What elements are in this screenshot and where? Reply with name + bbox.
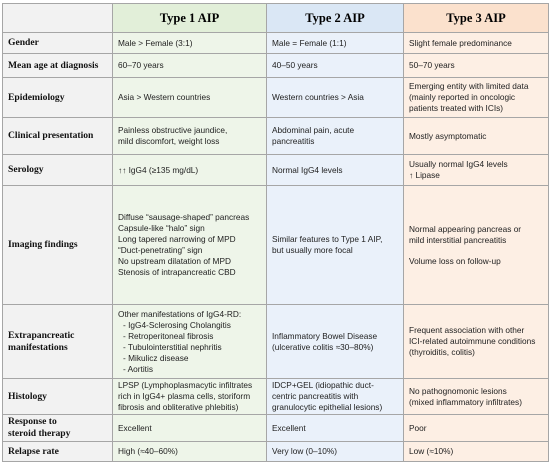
table-cell: Asia > Western countries: [112, 77, 267, 118]
cell-line: steroid therapy: [8, 428, 71, 439]
cell-line: LPSP (Lymphoplasmacytic infiltrates: [118, 380, 253, 390]
table-cell: Mostly asymptomatic: [403, 117, 549, 155]
cell-line: - Aortitis: [123, 363, 153, 374]
table-row: Relapse rate High (≈40–60%) Very low (0–10…: [2, 441, 549, 462]
table-row: Response to steroid therapy Excellent Excel…: [2, 414, 549, 442]
table-cell: 50–70 years: [403, 53, 549, 78]
column-header: Type 1 AIP: [112, 3, 267, 33]
table-cell: Low (≈10%): [403, 441, 549, 462]
cell-line: Painless obstructive jaundice,: [118, 125, 228, 135]
row-header: Serology: [2, 154, 113, 186]
cell-line: - IgG4-Sclerosing Cholangitis: [123, 319, 231, 330]
cell-line: but usually more focal: [272, 245, 353, 255]
table-cell: Painless obstructive jaundice, mild disco…: [112, 117, 267, 155]
cell-line: - Mikulicz disease: [123, 352, 189, 363]
table-row: Histology LPSP (Lymphoplasmacytic infiltr…: [2, 378, 549, 415]
table-cell: 40–50 years: [266, 53, 404, 78]
row-header: Mean age at diagnosis: [2, 53, 113, 78]
table-cell: Frequent association with other ICI-relat…: [403, 304, 549, 379]
column-header: Type 2 AIP: [266, 3, 404, 33]
cell-line: (mainly reported in oncologic: [409, 92, 516, 102]
cell-line: Normal appearing pancreas or: [409, 223, 522, 234]
table-row: Mean age at diagnosis 60–70 years 40–50 ye…: [2, 53, 549, 78]
table-cell: Inflammatory Bowel Disease (ulcerative co…: [266, 304, 404, 379]
cell-line: Similar features to Type 1 AIP,: [272, 234, 383, 244]
table-cell: Excellent: [266, 414, 404, 442]
table-cell: LPSP (Lymphoplasmacytic infiltrates rich …: [112, 378, 267, 415]
row-header: Extrapancreatic manifestations: [2, 304, 113, 379]
cell-line: (mixed inflammatory infiltrates): [409, 396, 522, 407]
cell-line: Inflammatory Bowel Disease: [272, 330, 378, 341]
comparison-table: Type 1 AIP Type 2 AIP Type 3 AIP Gender Mal…: [2, 3, 549, 462]
cell-line: ↑ Lipase: [409, 170, 440, 180]
table-cell: Other manifestations of IgG4-RD: - IgG4-S…: [112, 304, 267, 379]
cell-line: ICI-related autoimmune conditions: [409, 336, 536, 346]
cell-line: - Retroperitoneal fibrosis: [123, 330, 214, 341]
table-cell: High (≈40–60%): [112, 441, 267, 462]
table-cell: 60–70 years: [112, 53, 267, 78]
header-row: Type 1 AIP Type 2 AIP Type 3 AIP: [2, 3, 549, 33]
table-cell: Diffuse “sausage-shaped” pancreas Capsule…: [112, 185, 267, 305]
cell-line: manifestations: [8, 341, 68, 353]
table-cell: Male = Female (1:1): [266, 32, 404, 54]
cell-line: Volume loss on follow-up: [409, 255, 501, 266]
cell-line: No pathognomonic lesions: [409, 385, 507, 396]
table-cell: Male > Female (3:1): [112, 32, 267, 54]
row-header: Gender: [2, 32, 113, 54]
cell-line: centric pancreatitis with: [272, 391, 359, 401]
cell-line: (ulcerative colitis ≈30–80%): [272, 341, 374, 352]
cell-line: Usually normal IgG4 levels: [409, 159, 508, 169]
cell-line: Diffuse “sausage-shaped” pancreas: [118, 212, 250, 222]
table-row: Clinical presentation Painless obstructiv…: [2, 117, 549, 155]
cell-line: Response to: [8, 416, 57, 427]
table-cell: ↑↑ IgG4 (≥135 mg/dL): [112, 154, 267, 186]
cell-line: rich in IgG4+ plasma cells, storiform: [118, 391, 251, 401]
table-row: Gender Male > Female (3:1) Male = Female (…: [2, 32, 549, 54]
table-cell: Western countries > Asia: [266, 77, 404, 118]
table-row: Extrapancreatic manifestations Other manif…: [2, 304, 549, 379]
cell-line: IDCP+GEL (idiopathic duct-: [272, 380, 374, 390]
cell-line: (thyroiditis, colitis): [409, 347, 475, 357]
table-cell: Very low (0–10%): [266, 441, 404, 462]
cell-line: mild interstitial pancreatitis: [409, 234, 507, 245]
table-row: Imaging findings Diffuse “sausage-shaped”…: [2, 185, 549, 305]
cell-line: “Duct-penetrating” sign: [118, 245, 203, 255]
column-header: Type 3 AIP: [403, 3, 549, 33]
table-cell: Normal IgG4 levels: [266, 154, 404, 186]
cell-line: Frequent association with other: [409, 325, 525, 335]
row-header: Response to steroid therapy: [2, 414, 113, 442]
cell-line: Other manifestations of IgG4-RD:: [118, 308, 242, 319]
cell-line: Long tapered narrowing of MPD: [118, 234, 236, 244]
table-cell: No pathognomonic lesions (mixed inflammat…: [403, 378, 549, 415]
row-header: Histology: [2, 378, 113, 415]
table-cell: Abdominal pain, acute pancreatitis: [266, 117, 404, 155]
cell-line: granulocytic epithelial lesions): [272, 402, 383, 412]
corner-cell: [2, 3, 113, 33]
table-cell: Poor: [403, 414, 549, 442]
table-row: Epidemiology Asia > Western countries West…: [2, 77, 549, 118]
cell-line: fibrosis and obliterative phlebitis): [118, 402, 239, 412]
cell-line: Capsule-like “halo” sign: [118, 223, 205, 233]
cell-line: patients treated with ICIs): [409, 103, 504, 113]
cell-line: Stenosis of intrapancreatic CBD: [118, 267, 236, 277]
table-cell: IDCP+GEL (idiopathic duct-centric pancre…: [266, 378, 404, 415]
table-row: Serology ↑↑ IgG4 (≥135 mg/dL) Normal IgG4 …: [2, 154, 549, 186]
cell-line: Emerging entity with limited data: [409, 81, 529, 91]
table-cell: Excellent: [112, 414, 267, 442]
cell-line: - Tubulointerstitial nephritis: [123, 341, 222, 352]
table-cell: Normal appearing pancreas or mild interst…: [403, 185, 549, 305]
cell-line: Extrapancreatic: [8, 329, 75, 341]
cell-line: mild discomfort, weight loss: [118, 136, 220, 146]
row-header: Clinical presentation: [2, 117, 113, 155]
row-header: Epidemiology: [2, 77, 113, 118]
row-header: Imaging findings: [2, 185, 113, 305]
table-cell: Similar features to Type 1 AIP, but usual…: [266, 185, 404, 305]
table-cell: Usually normal IgG4 levels ↑ Lipase: [403, 154, 549, 186]
row-header: Relapse rate: [2, 441, 113, 462]
cell-line: No upstream dilatation of MPD: [118, 256, 231, 266]
table-cell: Emerging entity with limited data (mainly…: [403, 77, 549, 118]
table-cell: Slight female predominance: [403, 32, 549, 54]
